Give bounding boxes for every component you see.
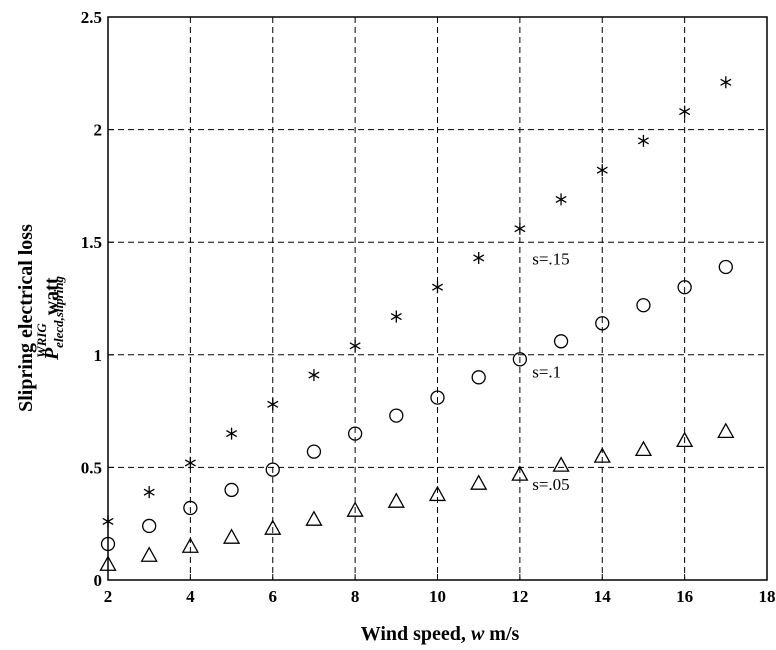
circle-marker: [389, 408, 404, 423]
triangle-marker: [264, 519, 282, 535]
x-tick-label: 18: [759, 587, 776, 606]
triangle-marker: [634, 440, 653, 457]
circle-marker: [677, 280, 692, 295]
star-marker: [226, 427, 238, 440]
y-tick-label: 0: [94, 571, 103, 590]
star-marker: [637, 134, 649, 147]
circle-marker: [347, 426, 363, 441]
x-tick-label: 14: [594, 587, 612, 606]
triangle-marker: [470, 474, 488, 490]
y-axis-title-line1: Slipring electrical loss: [15, 224, 37, 412]
y-tick-label: 1.5: [81, 233, 102, 252]
series-annotations: s=.15 s=.1 s=.05: [532, 250, 569, 494]
circle-marker: [265, 462, 280, 477]
triangle-marker: [222, 528, 241, 544]
series-label: s=.1: [532, 362, 561, 381]
circle-marker: [553, 334, 569, 349]
triangle-marker: [140, 546, 158, 562]
x-tick-label: 8: [351, 587, 360, 606]
star-marker: [431, 281, 444, 294]
triangle-marker: [387, 492, 405, 508]
circle-marker: [100, 536, 116, 552]
circle-marker: [430, 390, 445, 405]
star-marker: [349, 339, 361, 352]
circle-marker: [512, 352, 528, 367]
y-tick-labels: 0 0.5 1 1.5 2 2.5: [81, 8, 114, 590]
star-marker: [102, 515, 114, 528]
star-marker: [555, 193, 567, 206]
circle-marker: [142, 518, 157, 534]
circle-marker: [595, 316, 610, 331]
star-marker: [267, 398, 279, 411]
star-marker: [679, 105, 691, 118]
circle-marker: [306, 444, 322, 459]
star-marker: [143, 486, 155, 499]
triangle-marker: [305, 510, 323, 526]
grid-lines: [108, 17, 767, 580]
x-tick-label: 2: [104, 587, 113, 606]
triangle-marker: [717, 422, 735, 439]
star-marker: [390, 310, 402, 323]
triangle-marker: [676, 431, 694, 448]
x-tick-label: 6: [269, 587, 278, 606]
triangle-marker: [511, 465, 529, 481]
x-tick-label: 10: [429, 587, 446, 606]
x-tick-label: 16: [676, 587, 693, 606]
y-tick-label: 0.5: [81, 458, 102, 477]
y-tick-label: 2: [94, 121, 103, 140]
data-markers: [99, 76, 735, 571]
x-tick-label: 4: [186, 587, 195, 606]
star-marker: [184, 456, 196, 469]
triangle-marker: [552, 456, 570, 472]
triangle-marker: [593, 447, 611, 463]
star-marker: [596, 164, 608, 177]
circle-marker: [183, 500, 198, 516]
star-marker: [473, 251, 485, 264]
y-tick-label: 2.5: [81, 8, 102, 27]
y-axis-title-line2: Pelecd,slipringWRIGwatt: [34, 275, 66, 361]
series-label: s=.05: [532, 475, 569, 494]
x-tick-label: 12: [511, 587, 528, 606]
series-star: [102, 76, 732, 528]
circle-marker: [471, 370, 486, 385]
x-tick-labels: 2 4 6 8 10 12 14 16 18: [104, 574, 776, 606]
x-axis-title: Wind speed, w m/s: [361, 623, 520, 645]
star-marker: [720, 76, 732, 89]
triangle-marker: [181, 537, 199, 553]
triangle-marker: [99, 555, 117, 571]
circle-marker: [718, 259, 733, 275]
star-marker: [308, 369, 320, 382]
star-marker: [514, 222, 526, 235]
circle-marker: [636, 298, 651, 313]
circle-marker: [224, 482, 239, 498]
series-label: s=.15: [532, 250, 569, 269]
series-triangle: [99, 422, 735, 571]
series-circle: [100, 259, 733, 552]
triangle-marker: [428, 485, 447, 502]
triangle-marker: [346, 501, 364, 517]
y-tick-label: 1: [94, 346, 103, 365]
